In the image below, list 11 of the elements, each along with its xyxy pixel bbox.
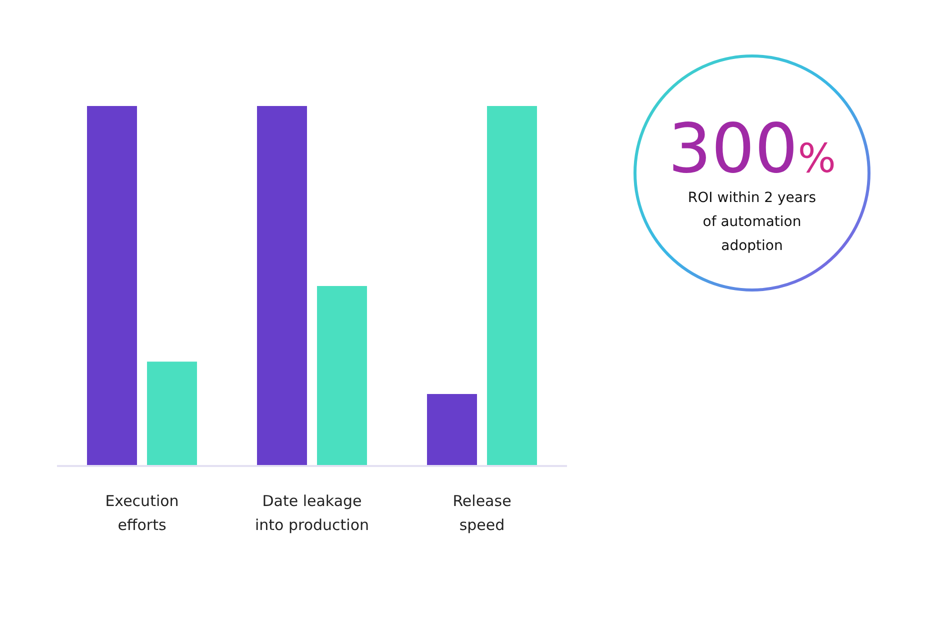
text: ROI within 2 years of automation adoption bbox=[688, 190, 816, 254]
bar bbox=[487, 106, 537, 466]
bar bbox=[147, 362, 197, 466]
bar bbox=[87, 106, 137, 466]
bar bbox=[317, 286, 367, 466]
x-tick-label: Execution efforts bbox=[105, 492, 179, 534]
bar bbox=[257, 106, 307, 466]
x-tick-label: Release speed bbox=[452, 492, 512, 534]
x-tick-label: Date leakage into production bbox=[254, 492, 370, 534]
text: 300% bbox=[668, 110, 836, 189]
bar bbox=[427, 394, 477, 466]
